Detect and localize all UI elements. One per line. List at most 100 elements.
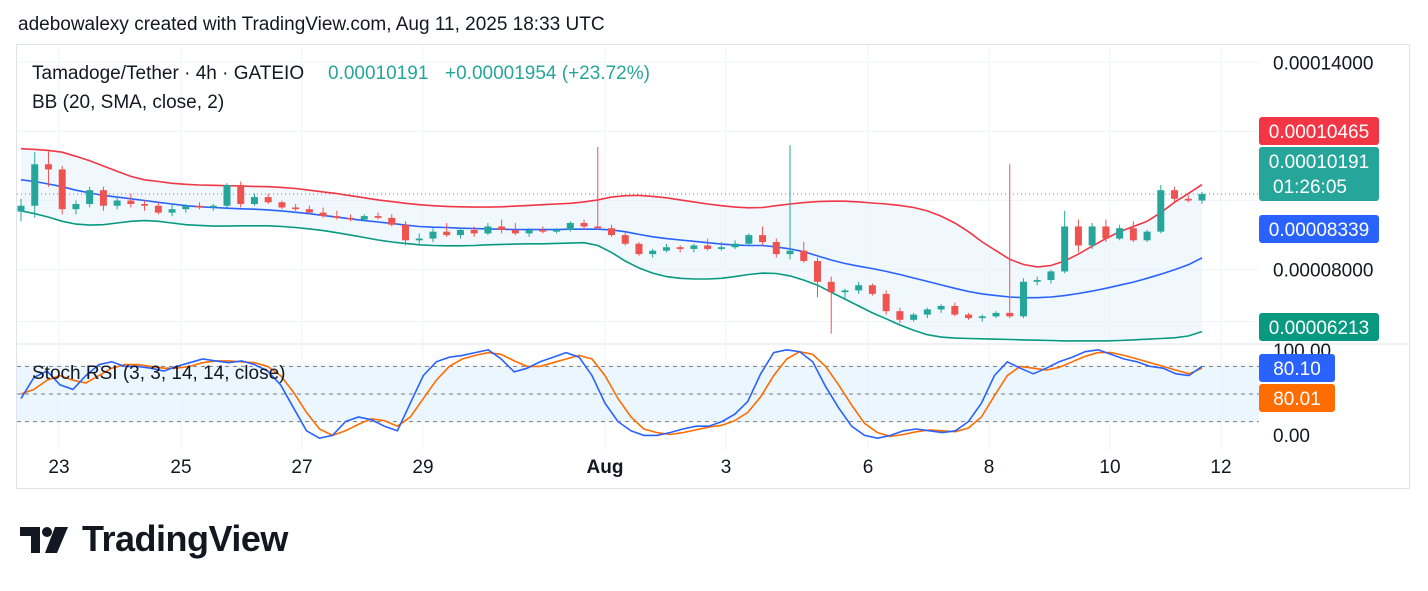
candle <box>566 221 574 232</box>
candle-body <box>154 205 162 213</box>
candle-body <box>31 164 39 206</box>
bb-legend[interactable]: BB (20, SMA, close, 2) <box>32 92 224 113</box>
candle-body <box>1171 190 1179 199</box>
candle <box>319 207 327 218</box>
candle <box>168 204 176 217</box>
candle <box>731 240 739 249</box>
candle <box>154 202 162 215</box>
candle <box>443 223 451 237</box>
candle <box>456 228 464 239</box>
candle <box>347 214 355 222</box>
basis-label: 0.00008339 <box>1259 215 1379 243</box>
candle-body <box>608 228 615 236</box>
candle-body <box>429 231 437 239</box>
candle <box>923 307 931 319</box>
stoch-tick-label: 0.00 <box>1273 426 1310 447</box>
candle-body <box>923 309 931 315</box>
candle <box>608 224 615 237</box>
candle-body <box>1184 198 1192 201</box>
candle <box>965 312 973 320</box>
candle <box>402 221 410 246</box>
candle <box>415 233 423 244</box>
candle-body <box>704 245 712 249</box>
candle <box>978 314 986 322</box>
candle-body <box>196 205 204 208</box>
candle <box>182 204 190 213</box>
tradingview-logo-text: TradingView <box>82 518 288 559</box>
candle-body <box>1074 226 1082 246</box>
candle-body <box>594 226 602 229</box>
candle-body <box>17 205 25 212</box>
candle <box>1184 195 1192 203</box>
candle <box>113 197 121 210</box>
candle-body <box>264 197 272 203</box>
stoch-d-value: 80.01 <box>1273 389 1321 410</box>
candle <box>704 238 712 251</box>
candle-body <box>882 293 890 312</box>
time-axis[interactable]: 23 25 27 29 Aug 3 6 8 10 12 <box>48 457 1231 478</box>
candle-body <box>566 223 574 230</box>
candle-body <box>759 235 767 243</box>
basis-value: 0.00008339 <box>1269 220 1369 241</box>
candle-body <box>498 226 506 230</box>
candle-body <box>690 245 698 249</box>
candle <box>360 214 368 222</box>
time-tick-label: 29 <box>412 457 433 478</box>
candle-body <box>951 305 959 315</box>
tradingview-logo[interactable]: TradingView <box>20 518 288 560</box>
candle-body <box>237 184 245 205</box>
time-tick-label: 25 <box>170 457 191 478</box>
candle-body <box>649 250 657 255</box>
candle-body <box>319 212 327 217</box>
tradingview-logo-icon <box>20 527 68 553</box>
attribution-text: adebowalexy created with TradingView.com… <box>18 14 605 35</box>
chart-frame[interactable]: Tamadoge/Tether · 4h · GATEIO 0.00010191… <box>16 44 1411 490</box>
candle <box>127 193 135 208</box>
candle <box>1171 186 1179 203</box>
candle-body <box>1116 228 1124 239</box>
candle <box>759 226 767 246</box>
candle-body <box>1102 226 1110 239</box>
upper-band-value: 0.00010465 <box>1269 122 1369 143</box>
candle <box>223 183 231 208</box>
candle <box>772 238 780 258</box>
candle <box>1061 210 1069 274</box>
candle-body <box>182 205 190 210</box>
candle <box>676 245 684 253</box>
candle <box>58 165 66 215</box>
bollinger-fill <box>21 148 1202 341</box>
lower-band-label: 0.00006213 <box>1259 313 1379 341</box>
candle <box>649 248 657 258</box>
candle <box>470 226 478 237</box>
candle-body <box>1006 312 1014 317</box>
chart-svg[interactable]: Tamadoge/Tether · 4h · GATEIO 0.00010191… <box>17 45 1411 490</box>
candle <box>786 145 794 260</box>
candle <box>553 228 561 234</box>
time-tick-label: 12 <box>1210 457 1231 478</box>
candle-body <box>360 216 368 220</box>
candle-body <box>168 209 176 213</box>
candle-body <box>772 242 780 255</box>
time-tick-label: 3 <box>721 457 732 478</box>
candle-body <box>717 247 725 249</box>
candle <box>209 204 217 211</box>
stoch-legend[interactable]: Stoch RSI (3, 3, 14, 14, close) <box>32 363 285 384</box>
candle-body <box>44 164 52 170</box>
candle-body <box>868 285 876 294</box>
symbol-legend[interactable]: Tamadoge/Tether · 4h · GATEIO <box>32 63 304 84</box>
time-tick-label: 27 <box>291 457 312 478</box>
candle <box>1033 276 1041 286</box>
candle <box>841 288 849 300</box>
candle <box>278 200 286 210</box>
last-price-label: 0.00010191 01:26:05 <box>1259 147 1379 201</box>
candle-body <box>305 209 313 213</box>
candle-body <box>86 190 94 205</box>
bollinger-upper-line <box>20 147 1203 268</box>
candle <box>374 212 382 220</box>
candle-body <box>1047 271 1055 281</box>
candle-body <box>1143 231 1151 241</box>
candle-body <box>278 202 286 208</box>
candle <box>937 304 945 313</box>
candle <box>800 242 808 263</box>
candle <box>292 204 300 211</box>
